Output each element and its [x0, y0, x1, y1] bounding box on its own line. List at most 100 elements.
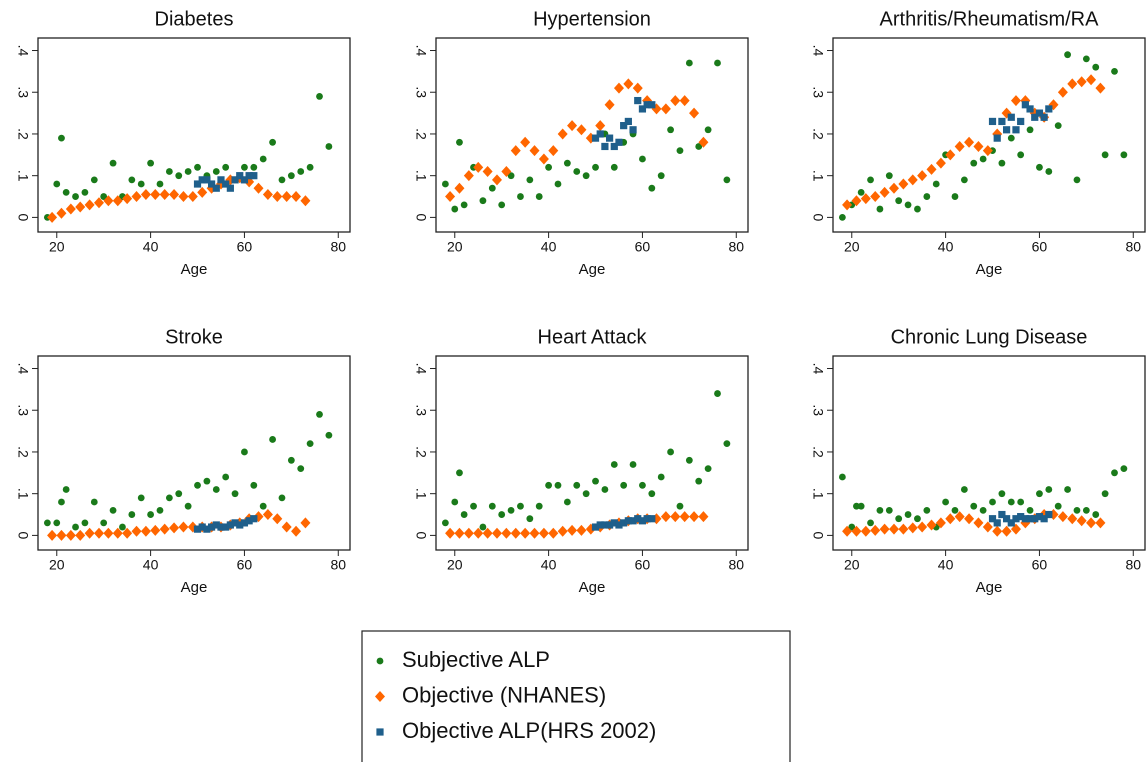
- point: [685, 456, 693, 464]
- point: [557, 525, 568, 537]
- y-tick-label: 0: [413, 213, 429, 221]
- point: [629, 461, 637, 468]
- point: [698, 136, 709, 148]
- point: [147, 511, 155, 518]
- point: [491, 174, 502, 186]
- point: [245, 172, 253, 180]
- point: [1001, 525, 1012, 537]
- point: [109, 159, 117, 167]
- point: [1026, 126, 1034, 134]
- point: [236, 521, 244, 529]
- point: [212, 184, 220, 192]
- point: [667, 448, 674, 456]
- point: [184, 502, 192, 510]
- point: [291, 191, 302, 203]
- point: [520, 527, 531, 539]
- point: [610, 142, 618, 151]
- y-tick-label: 0: [413, 531, 429, 539]
- point: [84, 527, 95, 539]
- point: [269, 436, 276, 443]
- point: [529, 527, 540, 539]
- point: [1092, 63, 1100, 71]
- point: [973, 517, 984, 529]
- point: [888, 523, 899, 535]
- point: [62, 486, 70, 493]
- point: [150, 188, 161, 200]
- point: [81, 519, 89, 527]
- point: [629, 126, 637, 134]
- point: [914, 205, 921, 213]
- point: [723, 440, 731, 448]
- point: [1035, 109, 1044, 117]
- point: [634, 96, 642, 105]
- point: [1040, 113, 1048, 121]
- point: [970, 159, 978, 167]
- point: [56, 529, 67, 541]
- point: [620, 519, 628, 527]
- y-tick-label: .3: [413, 404, 429, 416]
- point: [1026, 506, 1034, 514]
- point: [870, 191, 881, 203]
- point: [441, 519, 449, 527]
- plot-frame: [435, 37, 749, 233]
- point: [222, 163, 230, 171]
- point: [259, 155, 267, 163]
- point: [287, 456, 295, 464]
- point: [454, 182, 465, 194]
- y-tick-label: .3: [15, 404, 31, 416]
- point: [165, 168, 173, 175]
- point: [942, 498, 950, 506]
- point: [576, 124, 587, 136]
- point: [53, 519, 61, 527]
- point: [226, 184, 234, 192]
- point: [1067, 78, 1078, 90]
- point: [198, 523, 206, 531]
- point: [300, 517, 311, 529]
- point: [193, 180, 202, 188]
- point: [65, 529, 76, 541]
- point: [898, 178, 909, 190]
- point: [441, 180, 449, 188]
- point: [47, 529, 58, 541]
- point: [960, 176, 968, 184]
- point: [510, 145, 521, 157]
- point: [689, 107, 700, 119]
- point: [670, 95, 681, 107]
- point: [65, 203, 76, 215]
- point: [563, 498, 571, 506]
- point: [1095, 517, 1106, 529]
- point: [1057, 86, 1068, 98]
- point: [1086, 74, 1097, 86]
- point: [1067, 513, 1078, 525]
- point: [676, 502, 684, 510]
- legend-label: Objective ALP(HRS 2002): [402, 718, 656, 743]
- point: [667, 126, 674, 134]
- point: [137, 180, 145, 188]
- point: [876, 205, 884, 213]
- point: [137, 494, 145, 502]
- plot-frame: [37, 355, 351, 551]
- point: [217, 523, 225, 531]
- point: [150, 524, 161, 536]
- point: [657, 172, 665, 180]
- point: [538, 153, 549, 165]
- point: [460, 201, 468, 209]
- point: [306, 440, 314, 448]
- point: [623, 78, 634, 90]
- point: [241, 448, 248, 456]
- point: [895, 515, 903, 523]
- point: [676, 147, 684, 155]
- point: [517, 502, 524, 510]
- point: [545, 481, 553, 489]
- plot-frame: [37, 37, 351, 233]
- point: [660, 103, 671, 115]
- point: [287, 172, 295, 180]
- subplot-title: Stroke: [165, 326, 223, 348]
- point: [620, 481, 628, 489]
- point: [456, 138, 463, 146]
- point: [454, 527, 465, 539]
- y-tick-label: 0: [810, 531, 826, 539]
- point: [1111, 67, 1118, 75]
- x-tick-label: 20: [447, 557, 463, 573]
- point: [1082, 55, 1090, 63]
